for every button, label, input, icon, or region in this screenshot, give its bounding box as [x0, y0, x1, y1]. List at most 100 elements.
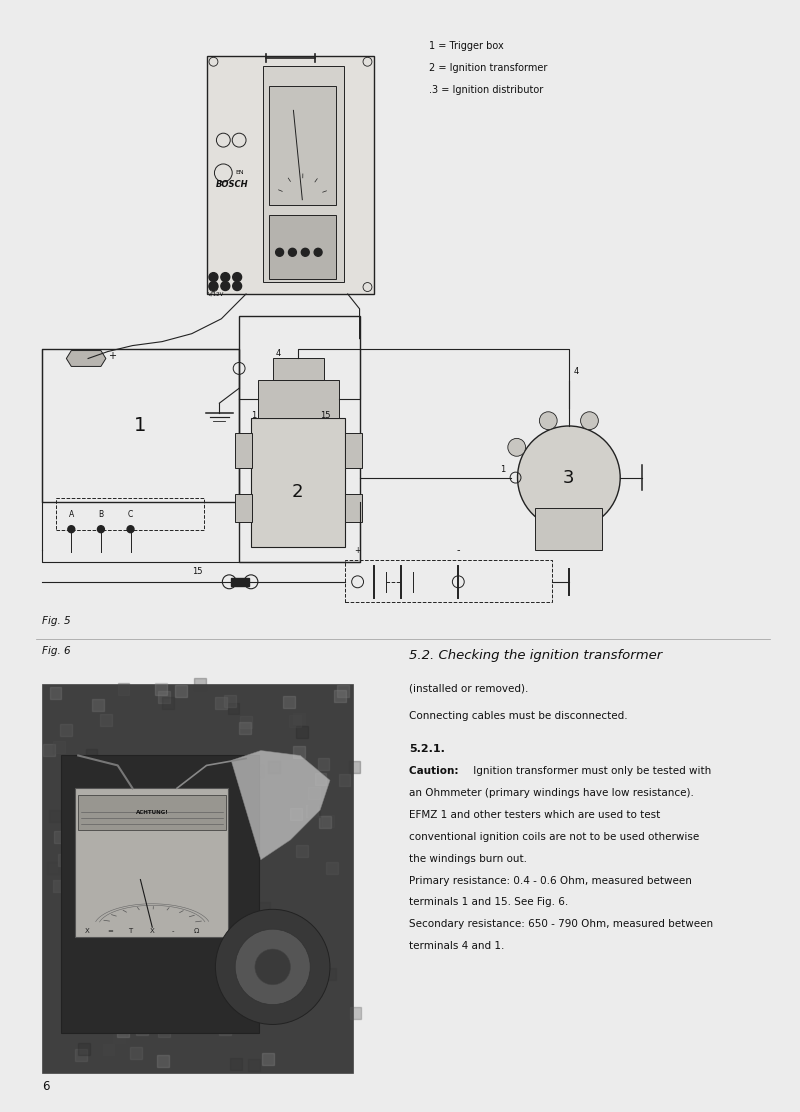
Bar	[178, 1014, 190, 1025]
Text: Fig. 6: Fig. 6	[42, 646, 70, 656]
Bar	[322, 815, 334, 827]
Bar	[235, 433, 252, 468]
Circle shape	[314, 248, 322, 256]
Bar	[235, 933, 247, 944]
Bar	[235, 495, 252, 523]
Bar	[349, 761, 361, 773]
Text: the windings burn out.: the windings burn out.	[409, 854, 527, 864]
Bar	[296, 726, 308, 738]
Bar	[130, 1046, 142, 1059]
Bar	[194, 677, 206, 689]
Text: C: C	[128, 509, 133, 519]
Bar	[53, 880, 65, 892]
Bar	[212, 792, 224, 804]
Bar	[262, 1053, 274, 1065]
Bar	[54, 832, 66, 843]
Bar	[306, 805, 318, 817]
Bar	[158, 817, 170, 830]
Bar	[293, 713, 305, 724]
Bar	[162, 955, 174, 967]
Bar	[52, 707, 64, 719]
Text: 4: 4	[574, 367, 579, 376]
Bar	[64, 812, 75, 823]
Bar	[50, 686, 62, 698]
Bar	[258, 380, 339, 418]
Text: 3: 3	[563, 468, 574, 487]
Bar	[239, 316, 359, 562]
Bar	[230, 995, 242, 1006]
Bar	[75, 1049, 87, 1061]
Bar	[238, 853, 250, 865]
Bar	[202, 935, 214, 947]
Bar	[72, 870, 84, 882]
Bar	[345, 495, 362, 523]
Bar	[248, 1060, 260, 1071]
Bar	[162, 697, 174, 708]
Bar	[324, 967, 336, 980]
Bar	[202, 831, 214, 843]
Text: Caution:: Caution:	[409, 766, 462, 776]
Text: terminals 4 and 1.: terminals 4 and 1.	[409, 941, 504, 951]
Circle shape	[276, 248, 283, 256]
Bar	[268, 761, 280, 773]
Circle shape	[235, 930, 310, 1004]
Bar	[307, 946, 318, 959]
Circle shape	[221, 281, 230, 290]
Bar	[250, 765, 262, 777]
Bar	[111, 784, 123, 796]
Bar	[152, 766, 164, 778]
Bar	[308, 805, 320, 817]
Bar	[158, 692, 170, 703]
Circle shape	[233, 272, 242, 281]
Bar	[268, 919, 280, 930]
Text: 15: 15	[192, 567, 202, 576]
Bar	[95, 893, 107, 904]
Bar	[118, 683, 130, 695]
Bar	[158, 1024, 170, 1036]
Bar	[233, 814, 245, 826]
Bar	[130, 832, 142, 843]
Bar	[258, 902, 270, 914]
Bar	[263, 66, 344, 282]
Bar	[175, 685, 186, 697]
Bar	[79, 930, 91, 942]
Bar	[318, 757, 330, 770]
Bar	[85, 947, 97, 960]
Bar	[60, 724, 71, 736]
Bar	[302, 936, 314, 949]
Text: Fig. 5: Fig. 5	[42, 616, 70, 626]
Bar	[535, 508, 602, 550]
Text: 2 = Ignition transformer: 2 = Ignition transformer	[429, 62, 547, 72]
Text: EFMZ 1 and other testers which are used to test: EFMZ 1 and other testers which are used …	[409, 810, 660, 820]
Bar	[219, 1023, 231, 1035]
Text: 2: 2	[292, 484, 304, 502]
Circle shape	[98, 526, 104, 533]
Bar	[232, 897, 244, 910]
Bar	[143, 771, 154, 783]
Circle shape	[581, 411, 598, 429]
Bar	[71, 919, 82, 930]
Bar	[306, 937, 318, 950]
Bar	[119, 902, 131, 913]
Circle shape	[539, 411, 557, 429]
Bar	[54, 741, 65, 753]
Bar	[117, 1025, 129, 1036]
Text: Ω: Ω	[194, 929, 199, 934]
Bar	[240, 778, 252, 791]
Text: 1: 1	[134, 416, 146, 435]
Bar	[109, 818, 121, 831]
Text: A: A	[69, 509, 74, 519]
Bar	[176, 947, 188, 960]
Bar	[269, 215, 336, 279]
Circle shape	[68, 526, 74, 533]
Text: +: +	[354, 546, 361, 555]
Text: Secondary resistance: 650 - 790 Ohm, measured between: Secondary resistance: 650 - 790 Ohm, mea…	[409, 920, 713, 930]
Circle shape	[255, 949, 290, 985]
Bar	[62, 755, 259, 1033]
Text: Ignition transformer must only be tested with: Ignition transformer must only be tested…	[470, 766, 711, 776]
Bar	[42, 348, 239, 503]
Bar	[204, 895, 216, 906]
Bar	[98, 943, 110, 955]
Text: an Ohmmeter (primary windings have low resistance).: an Ohmmeter (primary windings have low r…	[409, 788, 694, 798]
Bar	[230, 1058, 242, 1070]
